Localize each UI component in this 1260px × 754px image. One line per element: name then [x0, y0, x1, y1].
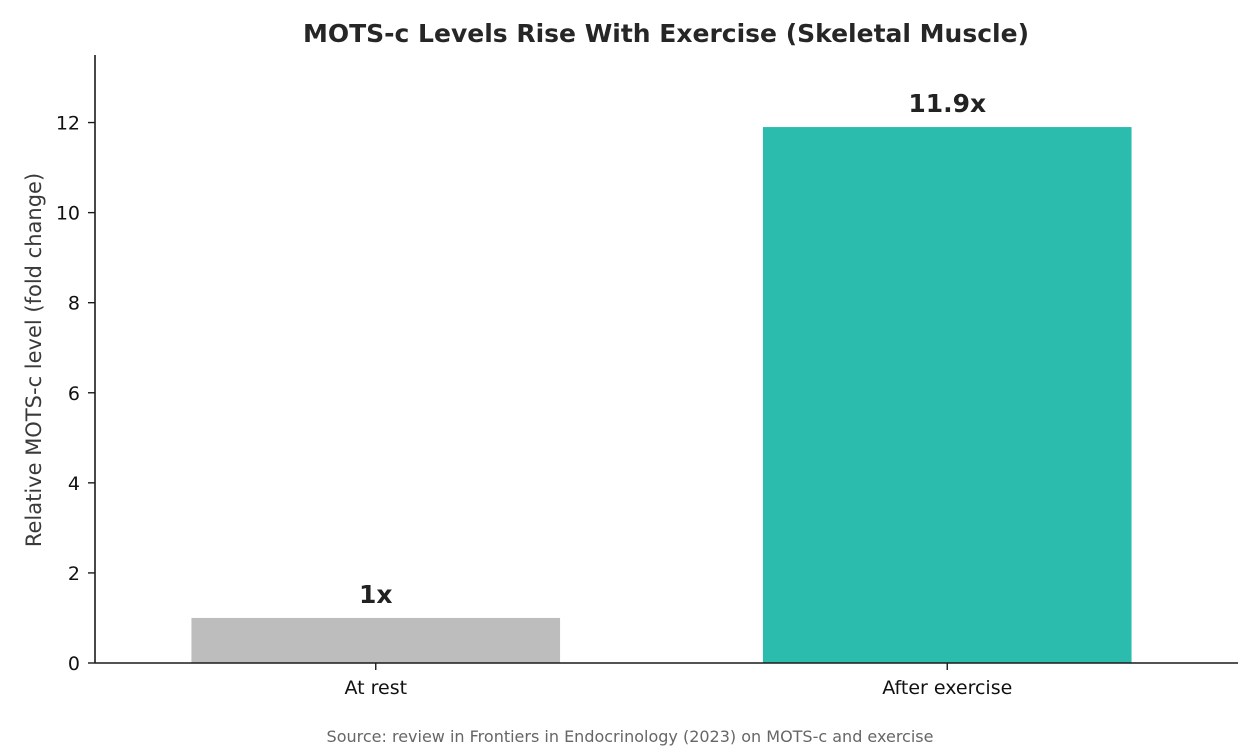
- chart-title: MOTS-c Levels Rise With Exercise (Skelet…: [303, 19, 1029, 48]
- data-label-after-exercise: 11.9x: [908, 89, 986, 118]
- y-tick-label: 2: [68, 563, 80, 585]
- y-tick-label: 8: [68, 293, 80, 315]
- y-tick-label: 12: [56, 113, 80, 135]
- source-note: Source: review in Frontiers in Endocrino…: [327, 727, 934, 746]
- y-axis-ticks: 0 2 4 6 8 10 12: [56, 113, 95, 675]
- y-tick-label: 10: [56, 203, 80, 225]
- y-tick-label: 6: [68, 383, 80, 405]
- x-tick-label-after-exercise: After exercise: [882, 677, 1012, 699]
- bar-after-exercise: [762, 127, 1132, 663]
- bar-at-rest: [191, 617, 561, 663]
- x-axis-ticks: At rest After exercise: [344, 663, 1012, 699]
- y-axis-label: Relative MOTS-c level (fold change): [22, 173, 46, 547]
- data-label-at-rest: 1x: [359, 580, 393, 609]
- y-tick-label: 4: [68, 473, 80, 495]
- x-tick-label-at-rest: At rest: [344, 677, 407, 699]
- y-tick-label: 0: [68, 653, 80, 675]
- bars-group: 1x 11.9x: [191, 89, 1132, 663]
